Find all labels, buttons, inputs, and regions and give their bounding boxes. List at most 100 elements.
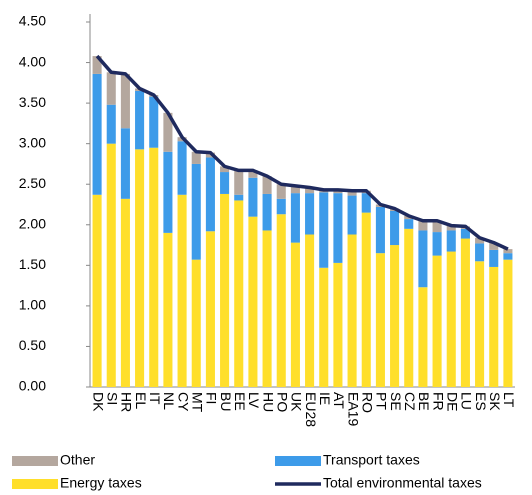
bar-segment [475, 261, 485, 387]
bar-segment [135, 90, 145, 150]
bar-segment [106, 72, 116, 105]
legend-label: Total environmental taxes [323, 475, 482, 491]
x-tick-label: LU [459, 392, 475, 410]
y-tick-label: 3.00 [19, 134, 46, 150]
bar-segment [276, 214, 286, 387]
bar-segment [106, 143, 116, 387]
bar-segment [177, 194, 187, 387]
x-tick-label: EU28 [303, 392, 319, 427]
y-tick-label: 2.50 [19, 175, 46, 191]
bar-segment [92, 73, 102, 195]
y-tick-label: 4.50 [19, 13, 46, 29]
bar-segment [446, 230, 456, 252]
y-tick-label: 1.00 [19, 297, 46, 313]
x-tick-label: CY [175, 392, 191, 412]
x-tick-label: CZ [402, 392, 418, 411]
bar-segment [262, 230, 272, 387]
bar-segment [234, 170, 244, 195]
bar-segment [390, 210, 400, 246]
y-tick-label: 1.50 [19, 256, 46, 272]
bar-segment [220, 172, 230, 194]
bar-segment [305, 234, 315, 387]
bar-segment [120, 128, 130, 199]
x-tick-label: DK [90, 392, 106, 412]
x-tick-label: FR [430, 392, 446, 411]
x-tick-label: NL [161, 392, 177, 410]
x-tick-label: BE [416, 392, 432, 411]
bar-segment [347, 195, 357, 235]
bar-segment [120, 73, 130, 129]
bar-segment [361, 212, 371, 387]
bar-segment [163, 151, 173, 233]
bar-segment [248, 170, 258, 178]
bar-segment [191, 151, 201, 164]
y-tick-label: 3.50 [19, 94, 46, 110]
bar-segment [319, 267, 329, 387]
x-tick-label: HR [119, 392, 135, 412]
x-tick-label: LT [501, 392, 517, 408]
bar-segment [319, 192, 329, 268]
y-tick-label: 4.00 [19, 53, 46, 69]
bar-segment [432, 220, 442, 233]
x-tick-label: SK [487, 392, 503, 411]
bar-segment [375, 253, 385, 387]
y-tick-label: 2.00 [19, 215, 46, 231]
x-tick-label: LV [246, 392, 262, 409]
bar-segment [220, 166, 230, 173]
legend-key [12, 456, 58, 466]
bar-segment [489, 266, 499, 387]
bar-segment [248, 216, 258, 387]
bar-segment [489, 249, 499, 267]
bar-segment [333, 262, 343, 387]
bar-segment [262, 176, 272, 194]
bar-segment [191, 163, 201, 260]
legend-label: Transport taxes [323, 452, 420, 468]
total-line [95, 54, 509, 251]
bar-segment [333, 193, 343, 263]
bar-segment [120, 198, 130, 387]
x-tick-label: MT [190, 392, 206, 413]
bar-segment [149, 147, 159, 387]
bar-segment [191, 259, 201, 387]
bar-segment [432, 232, 442, 256]
bar-segment [375, 206, 385, 254]
bar-segment [92, 56, 102, 74]
x-tick-label: PT [374, 392, 390, 410]
bar-segment [234, 200, 244, 387]
x-tick-label: UK [289, 392, 305, 412]
legend-key [275, 456, 321, 466]
bar-segment [220, 193, 230, 387]
x-tick-label: EL [133, 392, 149, 409]
bar-segment [503, 249, 513, 254]
x-tick-label: SE [388, 392, 404, 411]
bar-segment [248, 177, 258, 217]
bar-segment [106, 104, 116, 144]
x-tick-label: ES [473, 392, 489, 411]
x-tick-label: DE [445, 392, 461, 411]
bar-segment [276, 184, 286, 199]
bar-segment [177, 141, 187, 195]
bar-segment [347, 234, 357, 387]
bar-segment [276, 198, 286, 215]
legend-key [12, 479, 58, 489]
x-tick-label: PO [275, 392, 291, 412]
bar-segment [305, 187, 315, 194]
x-tick-label: SI [105, 392, 121, 405]
x-tick-label: EE [232, 392, 248, 411]
bar-segment [205, 231, 215, 387]
bar-segment [503, 253, 513, 260]
y-tick-label: 0.00 [19, 378, 46, 394]
bar-segment [404, 219, 414, 229]
bar-segment [446, 251, 456, 387]
x-tick-label: AT [331, 392, 347, 409]
bar-segment [404, 228, 414, 387]
bar-segment [390, 245, 400, 387]
bar-segment [418, 287, 428, 387]
bar-segment [347, 190, 357, 196]
legend-label: Other [60, 452, 95, 468]
bar-segment [432, 255, 442, 387]
bar-segment [135, 149, 145, 387]
bar-segment [149, 96, 159, 148]
bar-segment [460, 228, 470, 239]
